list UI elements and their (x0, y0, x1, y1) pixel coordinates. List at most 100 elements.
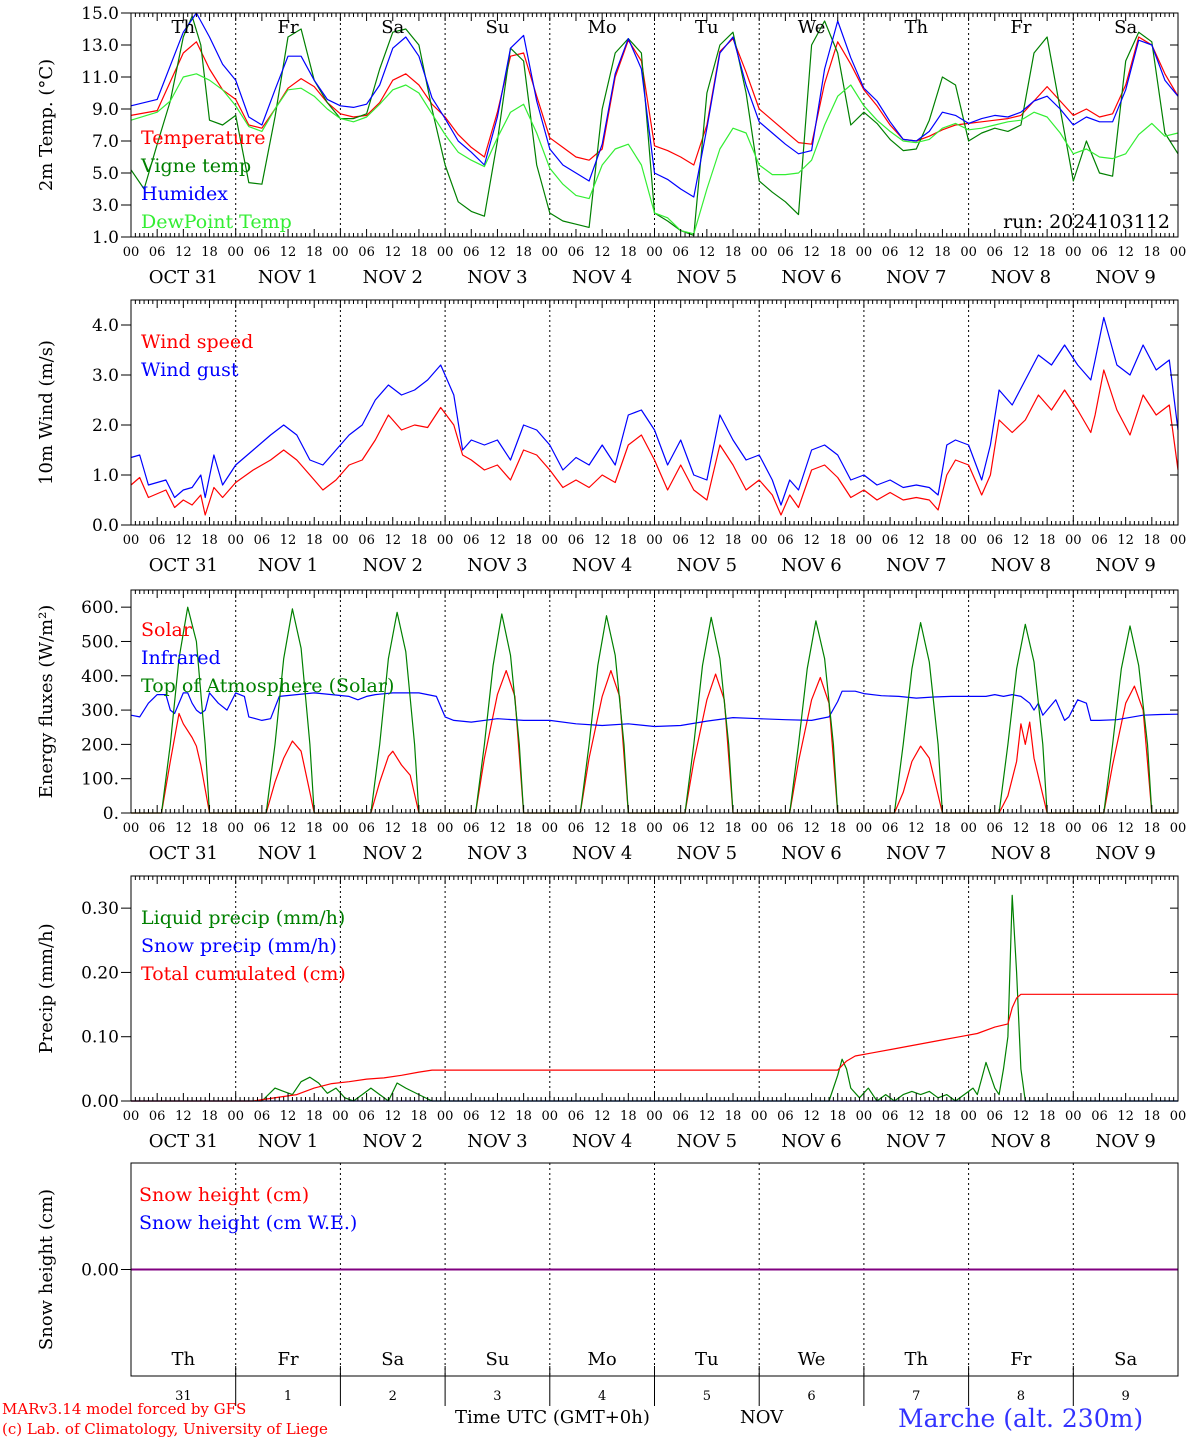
hour-tick-label: 18 (306, 1109, 323, 1124)
run-annotation: run: 2024103112 (1003, 211, 1170, 233)
axes-layer (121, 12, 1179, 1406)
hour-tick-label: 00 (1065, 533, 1082, 548)
date-label: NOV 8 (991, 267, 1051, 288)
hour-tick-label: 00 (332, 533, 349, 548)
hour-tick-label: 00 (123, 821, 140, 836)
hour-tick-label: 18 (515, 533, 532, 548)
hour-tick-label: 06 (882, 821, 899, 836)
hour-tick-label: 06 (672, 533, 689, 548)
y-tick-label: 500. (81, 632, 119, 652)
y-tick-label: 2.0 (92, 416, 119, 436)
date-label: NOV 7 (886, 555, 946, 576)
date-label: NOV 1 (258, 555, 318, 576)
hour-tick-label: 12 (489, 533, 506, 548)
hour-tick-label: 12 (594, 245, 611, 260)
date-label: NOV 8 (991, 843, 1051, 864)
hour-tick-label: 18 (725, 821, 742, 836)
date-label: NOV 2 (363, 843, 423, 864)
legend-entry: Total cumulated (cm) (141, 963, 346, 985)
hour-tick-label: 00 (960, 821, 977, 836)
hour-tick-label: 12 (384, 1109, 401, 1124)
y-tick-label: 1.0 (92, 228, 119, 248)
hour-tick-label: 00 (751, 245, 768, 260)
hour-tick-label: 06 (987, 533, 1004, 548)
date-label: OCT 31 (149, 843, 218, 864)
hour-tick-label: 18 (411, 245, 428, 260)
y-tick-label: 0.0 (92, 516, 119, 536)
hour-tick-label: 00 (227, 533, 244, 548)
date-label: NOV 7 (886, 843, 946, 864)
hour-tick-label: 06 (463, 1109, 480, 1124)
hour-tick-label: 00 (856, 1109, 873, 1124)
hour-tick-label: 18 (829, 533, 846, 548)
weekday-label: Sa (381, 17, 404, 38)
copyright-credit: (c) Lab. of Climatology, University of L… (2, 1420, 328, 1438)
date-label: NOV 5 (677, 555, 737, 576)
hour-tick-label: 06 (777, 533, 794, 548)
series-line (131, 993, 1178, 1102)
hour-tick-label: 00 (1065, 821, 1082, 836)
y-tick-label: 0.00 (81, 1261, 119, 1281)
series-line (130, 316, 1179, 506)
legend-entry: Snow precip (mm/h) (141, 935, 337, 957)
date-label: NOV 6 (781, 555, 841, 576)
legend-entry: Snow height (cm) (139, 1184, 309, 1206)
weekday-label: Su (485, 17, 509, 38)
y-tick-label: 400. (81, 667, 119, 687)
weekday-label: Fr (278, 1349, 299, 1370)
y-tick-label: 3.0 (92, 366, 119, 386)
y-tick-label: 13.0 (81, 36, 119, 56)
hour-tick-label: 06 (672, 821, 689, 836)
hour-tick-label: 12 (280, 533, 297, 548)
hour-tick-label: 06 (254, 533, 271, 548)
y-tick-label: 0.00 (81, 1092, 119, 1112)
y-axis-title: 2m Temp. (°C) (36, 59, 57, 191)
hour-tick-label: 06 (672, 1109, 689, 1124)
weekday-label: Sa (1114, 17, 1137, 38)
day-number-label: 5 (703, 1389, 711, 1404)
hour-tick-label: 12 (908, 245, 925, 260)
hour-tick-label: 18 (201, 1109, 218, 1124)
hour-tick-label: 18 (306, 821, 323, 836)
hour-tick-label: 18 (411, 533, 428, 548)
hour-tick-label: 06 (882, 1109, 899, 1124)
hour-tick-label: 18 (1039, 1109, 1056, 1124)
hour-tick-label: 18 (829, 821, 846, 836)
hour-tick-label: 06 (358, 821, 375, 836)
hour-tick-label: 18 (620, 245, 637, 260)
hour-tick-label: 00 (437, 245, 454, 260)
hour-tick-label: 12 (280, 1109, 297, 1124)
hour-tick-label: 18 (934, 245, 951, 260)
hour-tick-label: 18 (620, 533, 637, 548)
y-tick-label: 100. (81, 770, 119, 790)
day-number-label: 31 (175, 1389, 192, 1404)
hour-tick-label: 06 (1091, 245, 1108, 260)
hour-tick-label: 06 (882, 533, 899, 548)
hour-tick-label: 18 (515, 1109, 532, 1124)
y-tick-label: 1.0 (92, 466, 119, 486)
hour-tick-label: 00 (1170, 821, 1187, 836)
date-label: NOV 4 (572, 267, 632, 288)
hour-tick-label: 06 (463, 821, 480, 836)
hour-tick-label: 12 (803, 1109, 820, 1124)
day-number-label: 3 (493, 1389, 501, 1404)
hour-tick-label: 06 (149, 1109, 166, 1124)
hour-tick-label: 00 (542, 1109, 559, 1124)
hour-tick-label: 00 (960, 1109, 977, 1124)
y-tick-label: 0.30 (81, 899, 119, 919)
date-label: NOV 3 (467, 1131, 527, 1152)
y-tick-label: 3.0 (92, 196, 119, 216)
date-label: NOV 5 (677, 267, 737, 288)
hour-tick-label: 12 (803, 245, 820, 260)
hour-tick-label: 00 (646, 245, 663, 260)
weekday-label: Th (904, 1349, 928, 1370)
hour-tick-label: 18 (829, 245, 846, 260)
y-tick-label: 600. (81, 598, 119, 618)
hour-tick-label: 00 (332, 821, 349, 836)
hour-tick-label: 18 (201, 821, 218, 836)
weekday-label: We (798, 17, 826, 38)
hour-tick-label: 06 (987, 821, 1004, 836)
y-tick-label: 200. (81, 735, 119, 755)
y-tick-label: 300. (81, 701, 119, 721)
hour-tick-label: 06 (358, 533, 375, 548)
